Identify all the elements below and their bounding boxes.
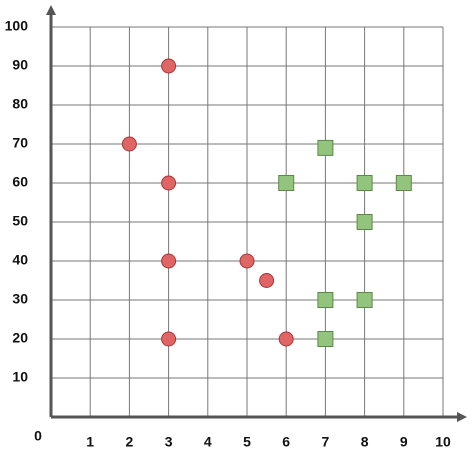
point [356, 292, 373, 308]
point [121, 136, 137, 152]
y-tick-label: 70 [12, 135, 28, 151]
x-tick-label: 1 [86, 434, 94, 450]
point [161, 175, 177, 191]
y-tick-label: 10 [12, 369, 28, 385]
point [356, 175, 373, 191]
point [395, 175, 412, 191]
point [259, 273, 275, 288]
x-tick-label: 8 [361, 434, 369, 450]
point [161, 58, 177, 74]
point [317, 292, 334, 308]
point [317, 331, 334, 347]
x-tick-label: 10 [435, 434, 451, 450]
x-tick-label: 3 [165, 434, 173, 450]
y-tick-label: 30 [12, 291, 28, 307]
y-tick-label: 50 [12, 213, 28, 229]
y-tick-label: 60 [12, 174, 28, 190]
point [356, 214, 373, 230]
y-tick-label: 90 [12, 57, 28, 73]
point [161, 331, 177, 347]
y-tick-label: 100 [5, 18, 29, 34]
x-tick-label: 4 [204, 434, 212, 450]
x-tick-label: 0 [34, 428, 42, 444]
x-tick-label: 2 [126, 434, 134, 450]
marks [121, 58, 412, 347]
point [161, 253, 177, 269]
x-tick-label: 5 [243, 434, 251, 450]
point [278, 331, 294, 347]
x-tick-label: 7 [322, 434, 330, 450]
y-tick-label: 40 [12, 252, 28, 268]
grid [51, 26, 444, 417]
y-tick-label: 80 [12, 96, 28, 112]
x-tick-label: 6 [282, 434, 290, 450]
point [239, 253, 255, 269]
point [317, 139, 334, 156]
point [278, 175, 295, 191]
y-tick-label: 20 [12, 330, 28, 346]
x-tick-label: 9 [400, 434, 408, 450]
